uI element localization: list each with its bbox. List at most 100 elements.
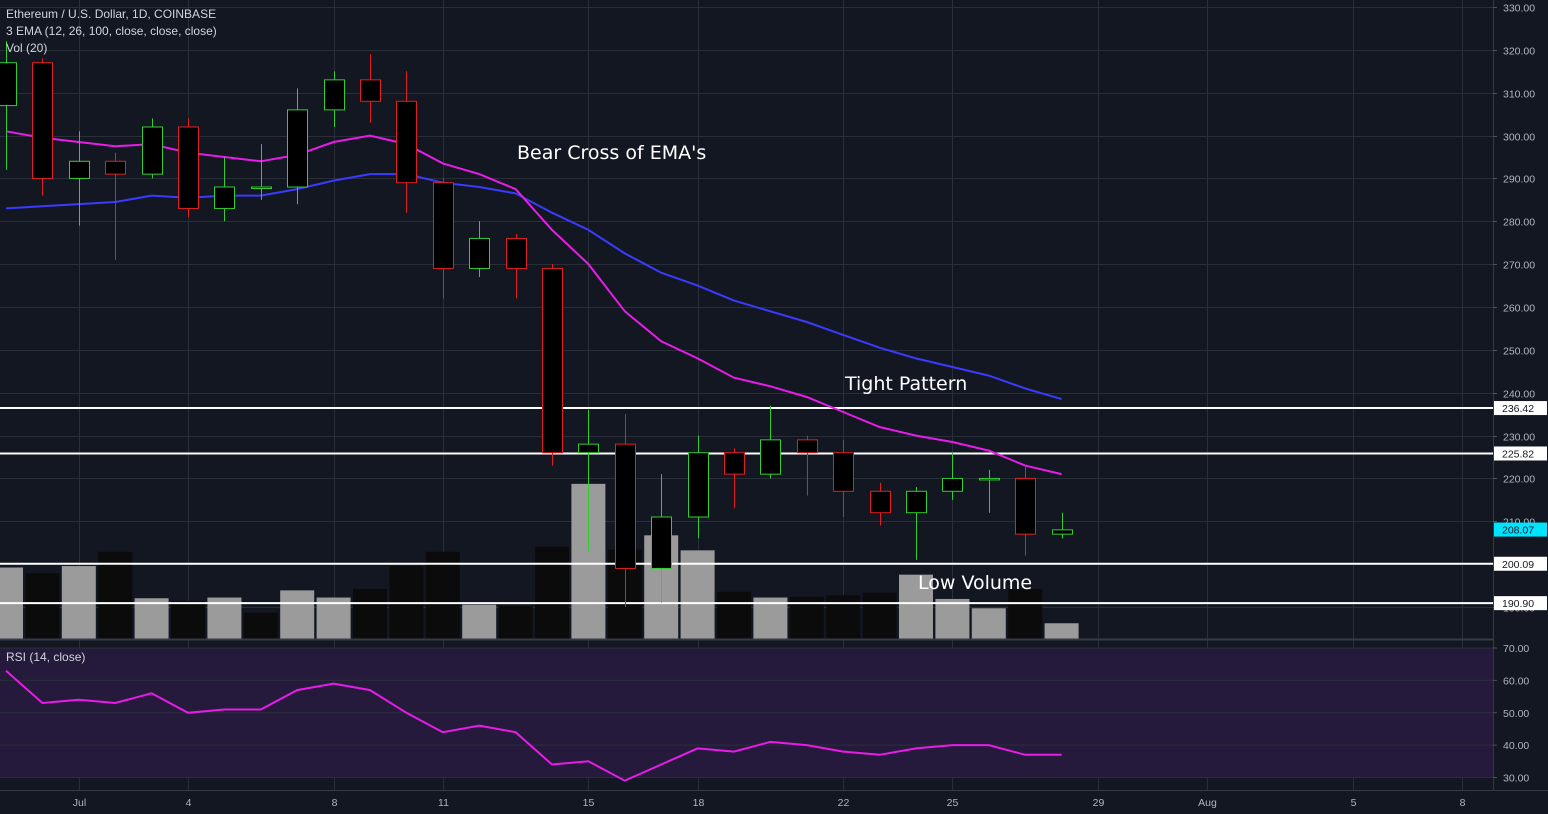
candle-body [797,439,818,454]
candle [0,41,17,170]
price-tick-label: 310.00 [1503,89,1535,101]
candle-body [942,477,963,492]
volume-bar [899,574,933,639]
candle-body [688,452,709,518]
volume-bar [971,608,1006,639]
candle [105,152,126,260]
volume-bar [425,551,460,639]
ema-legend[interactable]: 3 EMA (12, 26, 100, close, close, close) [6,24,217,38]
candle [870,482,891,526]
level-label: 225.82 [1502,448,1534,460]
price-tick-label: 250.00 [1503,346,1535,358]
candle [1052,512,1073,539]
candle-body [506,237,527,269]
candles [0,41,1073,607]
candle [396,71,417,213]
rsi-line [5,669,1062,782]
candle-body [870,490,891,514]
price-tick-label: 300.00 [1503,132,1535,144]
candle-body [251,186,272,189]
chart-title: Ethereum / U.S. Dollar, 1D, COINBASE [6,7,216,21]
price-tick-label: 220.00 [1503,474,1535,486]
volume-bar [462,604,497,639]
volume-bar [171,601,205,639]
candle-body [979,477,1000,481]
candle [688,435,709,539]
date-label: 22 [838,797,850,809]
rsi-axis[interactable]: 70.00 60.00 50.00 40.00 30.00 [1493,643,1529,785]
annotation-tight-pattern[interactable]: Tight Pattern [844,373,967,395]
date-label: 25 [947,797,959,809]
candle [287,88,308,205]
volume-bar [862,592,897,639]
candle-body [360,79,381,102]
date-label: 5 [1351,797,1357,809]
volume-bar [207,597,242,639]
candle [1015,465,1036,556]
volume-legend[interactable]: Vol (20) [6,41,47,55]
level-label: 200.09 [1502,559,1534,571]
rsi-tick-label: 50.00 [1503,708,1529,720]
volume-bars [0,483,1079,639]
candle [324,71,345,127]
rsi-tick-label: 30.00 [1503,773,1529,785]
candle [578,409,599,552]
candle-body [542,267,563,454]
date-label: 4 [186,797,192,809]
volume-bar [717,591,751,639]
volume-bar [134,598,169,639]
rsi-tick-label: 60.00 [1503,675,1529,687]
level-label-bg [1494,556,1547,571]
candle [724,448,745,509]
candle [360,54,381,123]
candle [251,144,272,200]
annotation-bear-cross[interactable]: Bear Cross of EMA's [517,142,706,164]
volume-bar [535,546,569,639]
candle [506,234,527,299]
candle-body [287,109,308,188]
candle [542,264,563,466]
candle-body [69,160,90,179]
level-label-bg [1494,401,1547,416]
rsi-tick-label: 70.00 [1503,643,1529,655]
volume-bar [498,606,533,639]
level-price-labels: 236.42 225.82 200.09 190.90 208.07 [1494,401,1547,611]
horizontal-level-lines[interactable] [0,407,1493,605]
candle-body [1015,477,1036,535]
candle-body [833,452,854,492]
volume-bar [353,588,387,639]
volume-bar [316,597,351,639]
candle-body [906,490,927,514]
candle-body [214,186,235,209]
date-label: 8 [332,797,338,809]
candle [760,405,781,479]
volume-bar [753,597,788,639]
volume-bar [25,573,60,639]
volume-bar [280,590,315,639]
price-tick-label: 230.00 [1503,432,1535,444]
volume-bar [98,551,133,639]
rsi-legend[interactable]: RSI (14, close) [6,650,85,664]
candle-body [142,126,163,175]
price-tick-label: 260.00 [1503,303,1535,315]
candle-body [724,452,745,475]
candle-body [396,100,417,184]
time-axis[interactable]: Jul 4 8 11 15 18 22 25 29 Aug 5 8 [73,797,1466,809]
candle [833,439,854,517]
candle [178,118,199,217]
price-tick-label: 330.00 [1503,3,1535,15]
candle-body [324,79,345,111]
candle [214,157,235,222]
price-tick-label: 240.00 [1503,389,1535,401]
last-price-label-bg [1494,522,1547,537]
date-label: 29 [1093,797,1105,809]
date-label: Aug [1198,797,1217,809]
candle-body [651,516,672,569]
candle [906,487,927,560]
annotation-low-volume[interactable]: Low Volume [918,572,1032,594]
rsi-polyline [5,669,1062,782]
volume-bar [243,612,278,639]
candle [979,469,1000,513]
price-tick-label: 290.00 [1503,174,1535,186]
